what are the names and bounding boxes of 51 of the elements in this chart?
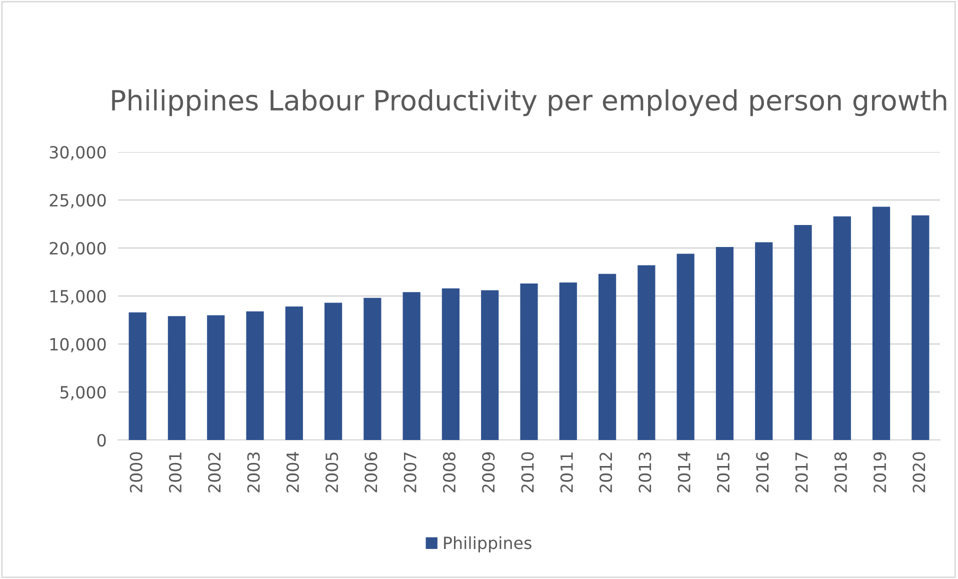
x-tick-label: 2012 bbox=[600, 452, 612, 492]
y-tick-label: 0 bbox=[97, 434, 106, 447]
y-tick-label: 15,000 bbox=[50, 290, 106, 304]
x-tick-label: 2008 bbox=[442, 452, 456, 492]
x-tick-label: 2011 bbox=[560, 452, 573, 492]
x-tick-label: 2001 bbox=[168, 452, 182, 492]
y-tick-label: 20,000 bbox=[50, 242, 106, 256]
y-tick-label: 30,000 bbox=[50, 146, 106, 160]
chart-title: Philippines Labour Productivity per employed person growth bbox=[112, 89, 946, 116]
x-tick-label: 2015 bbox=[716, 452, 730, 492]
x-tick-label: 2016 bbox=[756, 452, 769, 492]
bar bbox=[559, 282, 577, 440]
bar bbox=[402, 292, 420, 440]
x-tick-label: 2009 bbox=[482, 452, 495, 492]
bar bbox=[872, 206, 890, 440]
x-tick-label: 2004 bbox=[286, 452, 299, 492]
y-tick-label: 25,000 bbox=[50, 194, 106, 208]
x-tick-label: 2013 bbox=[638, 452, 652, 492]
bar bbox=[285, 306, 303, 440]
x-tick-label: 2000 bbox=[130, 452, 142, 492]
x-tick-label: 2007 bbox=[404, 452, 416, 492]
bar bbox=[324, 302, 342, 440]
bar bbox=[481, 290, 499, 440]
bar bbox=[794, 224, 812, 440]
bar bbox=[168, 316, 186, 440]
y-tick-label: 5,000 bbox=[60, 386, 106, 400]
bar bbox=[676, 254, 694, 440]
bar bbox=[755, 242, 773, 440]
bar bbox=[128, 312, 146, 440]
bar bbox=[833, 216, 851, 440]
bar bbox=[364, 298, 382, 440]
bar bbox=[442, 288, 460, 440]
x-tick-label: 2020 bbox=[912, 452, 926, 492]
x-tick-label: 2017 bbox=[795, 452, 808, 492]
bar bbox=[246, 311, 264, 440]
bar bbox=[638, 265, 656, 440]
x-tick-label: 2010 bbox=[521, 452, 534, 492]
x-tick-label: 2005 bbox=[326, 452, 338, 492]
x-tick-label: 2019 bbox=[874, 452, 886, 492]
bar bbox=[912, 215, 930, 440]
x-tick-label: 2003 bbox=[247, 452, 260, 492]
x-tick-label: 2002 bbox=[208, 452, 221, 492]
x-tick-label: 2006 bbox=[364, 452, 378, 492]
y-tick-label: 10,000 bbox=[50, 338, 106, 352]
bar bbox=[207, 315, 225, 440]
bar bbox=[716, 247, 734, 440]
bar bbox=[520, 284, 538, 440]
bar bbox=[598, 274, 616, 440]
legend-label: Philippines bbox=[444, 536, 532, 552]
x-tick-label: 2018 bbox=[834, 452, 847, 492]
x-tick-label: 2014 bbox=[678, 452, 690, 492]
